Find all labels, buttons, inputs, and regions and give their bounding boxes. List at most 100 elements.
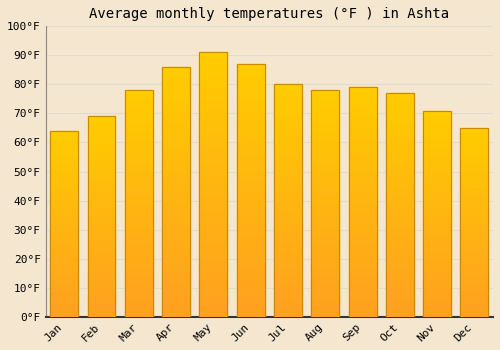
Bar (274, 210, 302, 215)
Bar (125, 158, 153, 163)
Bar (274, 94, 302, 98)
Bar (236, 216, 264, 221)
Bar (200, 58, 228, 63)
Bar (386, 254, 414, 259)
Bar (348, 299, 376, 303)
Bar (125, 131, 153, 135)
Bar (348, 211, 376, 216)
Bar (50, 235, 78, 239)
Bar (460, 256, 488, 260)
Bar (125, 99, 153, 104)
Bar (162, 262, 190, 267)
Bar (423, 280, 451, 284)
Bar (50, 284, 78, 287)
Bar (312, 108, 339, 113)
Bar (125, 122, 153, 126)
Bar (162, 242, 190, 247)
Bar (236, 170, 264, 175)
Bar (312, 203, 339, 208)
Bar (162, 137, 190, 142)
Bar (125, 167, 153, 172)
Bar (50, 135, 78, 138)
Bar (423, 176, 451, 181)
Bar (125, 281, 153, 285)
Bar (125, 289, 153, 294)
Bar (88, 132, 116, 137)
Bar (274, 177, 302, 182)
Bar (162, 112, 190, 117)
Bar (236, 120, 264, 125)
Bar (200, 111, 228, 116)
Bar (88, 193, 116, 197)
Bar (274, 224, 302, 229)
Bar (236, 196, 264, 201)
Bar (386, 93, 414, 317)
Bar (88, 120, 116, 124)
Bar (348, 275, 376, 280)
Bar (460, 139, 488, 143)
Bar (460, 184, 488, 188)
Bar (312, 181, 339, 186)
Bar (460, 306, 488, 309)
Bar (162, 82, 190, 87)
Bar (348, 165, 376, 170)
Bar (460, 279, 488, 283)
Bar (236, 74, 264, 79)
Bar (50, 246, 78, 250)
Bar (312, 122, 339, 126)
Bar (423, 197, 451, 201)
Bar (88, 265, 116, 269)
Bar (274, 187, 302, 191)
Bar (274, 280, 302, 284)
Bar (162, 282, 190, 287)
Bar (236, 307, 264, 312)
Bar (200, 84, 228, 90)
Bar (236, 241, 264, 246)
Title: Average monthly temperatures (°F ) in Ashta: Average monthly temperatures (°F ) in As… (89, 7, 450, 21)
Bar (236, 135, 264, 140)
Bar (274, 247, 302, 252)
Bar (386, 183, 414, 187)
Bar (236, 201, 264, 205)
Bar (386, 102, 414, 106)
Bar (312, 172, 339, 176)
Bar (88, 152, 116, 156)
Bar (50, 309, 78, 313)
Bar (162, 157, 190, 162)
Bar (125, 203, 153, 208)
Bar (88, 309, 116, 313)
Bar (125, 172, 153, 176)
Bar (386, 299, 414, 303)
Bar (50, 220, 78, 224)
Bar (312, 276, 339, 281)
Bar (236, 69, 264, 74)
Bar (50, 194, 78, 198)
Bar (348, 312, 376, 317)
Bar (348, 138, 376, 142)
Bar (312, 99, 339, 104)
Bar (236, 165, 264, 170)
Bar (348, 202, 376, 206)
Bar (125, 312, 153, 317)
Bar (460, 181, 488, 184)
Bar (162, 227, 190, 232)
Bar (125, 308, 153, 312)
Bar (162, 177, 190, 182)
Bar (386, 151, 414, 156)
Bar (236, 94, 264, 99)
Bar (125, 272, 153, 276)
Bar (236, 236, 264, 241)
Bar (348, 266, 376, 271)
Bar (88, 136, 116, 140)
Bar (162, 197, 190, 202)
Bar (88, 160, 116, 164)
Bar (200, 137, 228, 142)
Bar (200, 163, 228, 169)
Bar (162, 117, 190, 122)
Bar (423, 255, 451, 259)
Bar (50, 313, 78, 317)
Bar (423, 251, 451, 255)
Bar (236, 114, 264, 120)
Bar (348, 101, 376, 106)
Bar (460, 169, 488, 173)
